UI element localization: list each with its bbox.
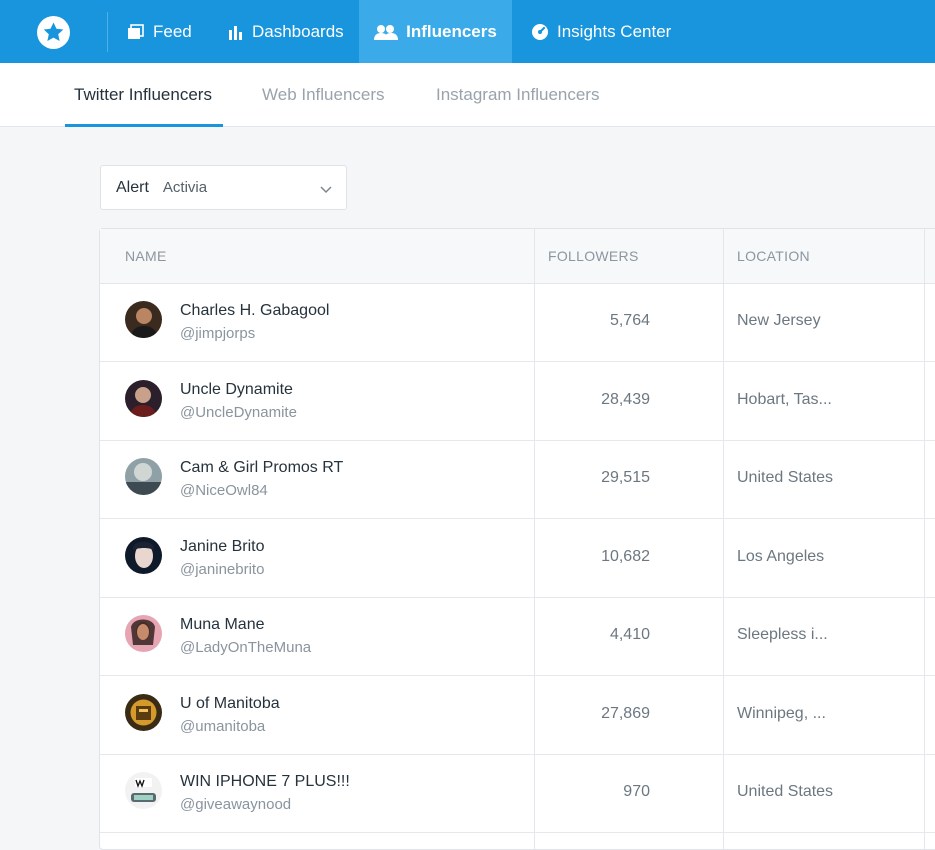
avatar [125, 615, 162, 652]
influencer-handle[interactable]: @janinebrito [180, 561, 265, 578]
nav-item-dashboards[interactable]: Dashboards [228, 0, 344, 63]
table-row[interactable]: Uncle Dynamite @UncleDynamite 28,439 Hob… [100, 362, 935, 441]
table-row[interactable]: WIN IPHONE 7 PLUS!!! @giveawaynood 970 U… [100, 754, 935, 833]
gauge-icon [531, 23, 549, 41]
feed-icon [127, 23, 145, 40]
location: Winnipeg, ... [737, 705, 826, 722]
top-nav-bar: Feed Dashboards Influencers Insights Cen… [0, 0, 935, 63]
alert-selected-value: Activia [162, 179, 208, 196]
influencer-handle[interactable]: @UncleDynamite [180, 404, 297, 421]
follower-count: 4,410 [609, 626, 650, 643]
alert-label: Alert [116, 178, 149, 196]
nav-divider [107, 12, 108, 52]
active-tab-indicator [65, 124, 223, 127]
follower-count: 10,682 [601, 548, 650, 565]
column-header-location[interactable]: LOCATION [737, 248, 810, 264]
nav-item-label: Feed [153, 21, 192, 41]
influencers-table: NAME FOLLOWERS LOCATION Charles H. Gabag… [99, 228, 935, 850]
avatar [125, 694, 162, 731]
follower-count: 28,439 [601, 391, 650, 408]
nav-item-label: Influencers [406, 21, 497, 41]
table-row[interactable]: Muna Mane @LadyOnTheMuna 4,410 Sleepless… [100, 597, 935, 676]
column-divider [924, 229, 925, 849]
table-row[interactable]: U of Manitoba @umanitoba 27,869 Winnipeg… [100, 676, 935, 755]
nav-item-influencers[interactable]: Influencers [359, 0, 512, 63]
influencer-handle[interactable]: @giveawaynood [180, 796, 292, 813]
column-divider [534, 229, 535, 849]
avatar [125, 380, 162, 417]
column-header-followers[interactable]: FOLLOWERS [548, 248, 639, 264]
nav-item-feed[interactable]: Feed [127, 0, 192, 63]
avatar [125, 301, 162, 338]
tab-instagram-influencers[interactable]: Instagram Influencers [436, 63, 599, 126]
influencer-name[interactable]: WIN IPHONE 7 PLUS!!! [180, 773, 350, 790]
tab-label: Web Influencers [262, 84, 385, 104]
table-header: NAME FOLLOWERS LOCATION [100, 229, 935, 284]
table-row[interactable]: Cam & Girl Promos RT @NiceOwl84 29,515 U… [100, 440, 935, 519]
nav-item-insights-center[interactable]: Insights Center [531, 0, 671, 63]
nav-item-label: Insights Center [557, 21, 672, 41]
influencer-name[interactable]: Janine Brito [180, 538, 265, 555]
location: United States [737, 469, 834, 486]
location: Los Angeles [737, 548, 825, 565]
avatar [125, 537, 162, 574]
influencer-handle[interactable]: @NiceOwl84 [180, 482, 268, 499]
avatar [125, 458, 162, 495]
location: Sleepless i... [737, 626, 828, 643]
influencer-name[interactable]: Uncle Dynamite [180, 381, 293, 398]
influencer-handle[interactable]: @umanitoba [180, 718, 266, 735]
tab-label: Instagram Influencers [436, 84, 600, 104]
avatar [125, 772, 162, 809]
follower-count: 27,869 [601, 705, 650, 722]
influencer-name[interactable]: U of Manitoba [180, 695, 280, 712]
follower-count: 5,764 [609, 312, 650, 329]
alert-dropdown[interactable]: Alert Activia [100, 165, 347, 210]
tab-web-influencers[interactable]: Web Influencers [262, 63, 385, 126]
table-row[interactable]: Janine Brito @janinebrito 10,682 Los Ang… [100, 519, 935, 598]
users-icon [374, 24, 399, 40]
follower-count: 29,515 [601, 469, 650, 486]
influencer-name[interactable]: Muna Mane [180, 616, 265, 633]
tab-twitter-influencers[interactable]: Twitter Influencers [74, 63, 212, 126]
tab-label: Twitter Influencers [74, 84, 212, 104]
column-header-name[interactable]: NAME [125, 248, 167, 264]
influencer-handle[interactable]: @jimpjorps [180, 325, 256, 342]
table-row[interactable]: Charles H. Gabagool @jimpjorps 5,764 New… [100, 283, 935, 362]
influencer-name[interactable]: Cam & Girl Promos RT [180, 459, 344, 476]
bar-chart-icon [228, 24, 244, 40]
location: New Jersey [737, 312, 821, 329]
column-divider [723, 229, 724, 849]
location: Hobart, Tas... [737, 391, 832, 408]
star-logo-icon[interactable] [37, 16, 70, 49]
follower-count: 970 [623, 783, 650, 800]
chevron-down-icon [320, 181, 332, 199]
influencer-name[interactable]: Charles H. Gabagool [180, 302, 330, 319]
location: United States [737, 783, 834, 800]
nav-item-label: Dashboards [252, 21, 344, 41]
influencer-type-tabs: Twitter Influencers Web Influencers Inst… [0, 63, 935, 127]
influencer-handle[interactable]: @LadyOnTheMuna [180, 639, 312, 656]
